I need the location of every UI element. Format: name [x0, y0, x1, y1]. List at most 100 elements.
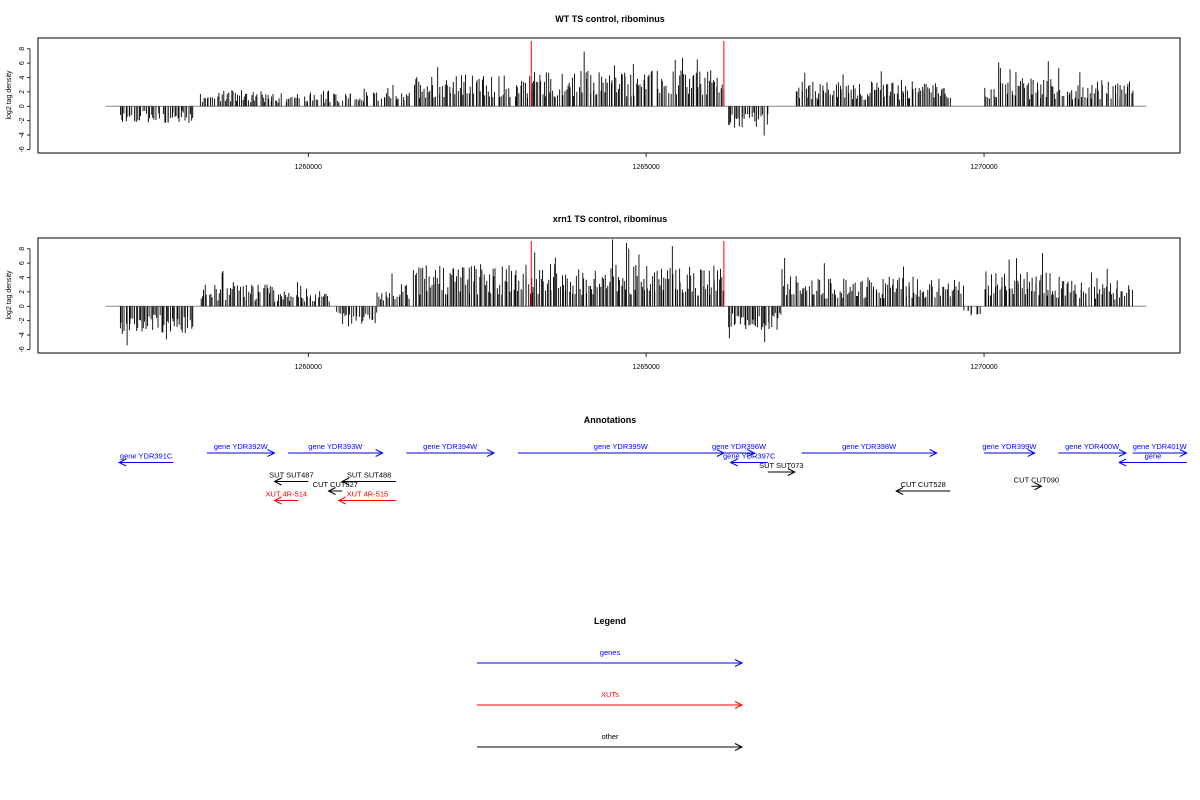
feature-label: gene YDR393W — [308, 442, 363, 451]
annotation-feature: gene YDR396W — [712, 442, 767, 457]
y-tick-label: 6 — [19, 261, 26, 265]
annotation-feature: SUT SUT488 — [340, 471, 397, 486]
feature-arrow-head — [929, 449, 938, 457]
legend-item: other — [477, 732, 744, 751]
feature-arrow-head — [337, 496, 346, 505]
y-tick-label: -2 — [19, 317, 26, 323]
x-tick-label: 1260000 — [295, 164, 322, 171]
feature-arrow-head — [117, 458, 127, 467]
y-tick-label: 0 — [19, 304, 26, 308]
y-tick-label: 6 — [19, 61, 26, 65]
feature-arrow-head — [273, 477, 282, 486]
feature-arrow-head — [340, 477, 350, 486]
legend-item: genes — [477, 648, 744, 667]
legend: Legend genes XUTs other — [477, 616, 744, 751]
annotation-feature: gene YDR391C — [117, 452, 174, 467]
annotation-feature: CUT CUT090 — [1014, 475, 1059, 491]
feature-arrow-head — [273, 496, 282, 505]
y-tick-label: 8 — [19, 247, 26, 251]
feature-label: gene YDR395W — [594, 442, 649, 451]
xrn1-x-axis: 1260000 1265000 1270000 — [295, 353, 998, 371]
xrn1-y-axis: -6 -4 -2 0 2 4 6 8 — [19, 247, 31, 353]
annotation-feature: CUT CUT527 — [313, 480, 358, 495]
annotation-feature: gene YDR394W — [406, 442, 496, 457]
feature-label: gene YDR394W — [423, 442, 478, 451]
feature-arrow-head — [375, 449, 384, 457]
feature-label: CUT CUT527 — [313, 480, 358, 489]
wt-marker-lines — [530, 41, 725, 107]
feature-label: gene YDR392W — [214, 442, 269, 451]
xrn1-density-panel: xrn1 TS control, ribominus log2 tag dens… — [6, 214, 1181, 371]
feature-label: gene YDR398W — [842, 442, 897, 451]
x-tick-label: 1270000 — [970, 364, 997, 371]
xrn1-density-bars — [105, 239, 1147, 346]
feature-arrow-head — [327, 487, 336, 495]
legend-title: Legend — [594, 616, 626, 626]
feature-arrow-head — [486, 449, 496, 457]
feature-label: SUT SUT073 — [759, 461, 803, 470]
x-tick-label: 1270000 — [970, 164, 997, 171]
annotations-panel: Annotations gene YDR391C gene YDR392W gene… — [117, 415, 1188, 505]
wt-panel-title: WT TS control, ribominus — [555, 14, 665, 24]
xrn1-y-axis-label: log2 tag density — [6, 270, 13, 320]
legend-items: genes XUTs other — [477, 648, 744, 751]
feature-label: CUT CUT528 — [901, 480, 946, 489]
annotation-feature: gene YDR401W — [1133, 442, 1188, 457]
xrn1-plot-frame — [37, 237, 1181, 354]
legend-item: XUTs — [477, 690, 744, 709]
x-tick-label: 1260000 — [295, 364, 322, 371]
y-tick-label: -4 — [19, 132, 26, 138]
feature-arrow-head — [1118, 449, 1128, 457]
feature-label: gene YDR397C — [723, 452, 776, 461]
feature-label: XUT 4R-514 — [266, 490, 308, 499]
xrn1-panel-title: xrn1 TS control, ribominus — [553, 214, 668, 224]
y-tick-label: 2 — [19, 290, 26, 294]
x-tick-label: 1265000 — [633, 164, 660, 171]
y-tick-label: -6 — [19, 146, 26, 152]
feature-label: SUT SUT488 — [347, 471, 391, 480]
annotations-title: Annotations — [584, 415, 637, 425]
wt-y-axis-label: log2 tag density — [6, 70, 13, 120]
feature-label: gene YDR391C — [120, 452, 173, 461]
y-tick-label: 4 — [19, 75, 26, 79]
annotation-feature: gene YDR397C — [723, 452, 776, 467]
feature-arrow-head — [895, 487, 904, 495]
annotation-feature: gene YDR399W — [982, 442, 1037, 457]
y-tick-label: 0 — [19, 104, 26, 108]
feature-arrow-head — [747, 449, 756, 457]
y-tick-label: 8 — [19, 47, 26, 51]
feature-arrow-head — [1179, 449, 1188, 457]
y-tick-label: -2 — [19, 117, 26, 123]
feature-label: gene YDR401W — [1133, 442, 1188, 451]
x-tick-label: 1265000 — [633, 364, 660, 371]
feature-arrow-head — [1118, 458, 1127, 467]
wt-density-bars — [105, 51, 1147, 136]
y-tick-label: 4 — [19, 275, 26, 279]
annotation-feature: SUT SUT487 — [269, 471, 314, 486]
feature-arrow-head — [1034, 482, 1043, 491]
feature-label: gene YDR399W — [982, 442, 1037, 451]
feature-label: SUT SUT487 — [269, 471, 313, 480]
wt-x-axis: 1260000 1265000 1270000 — [295, 153, 998, 171]
annotation-feature: gene YDR400W — [1058, 442, 1128, 457]
feature-label: XUT 4R-515 — [347, 490, 389, 499]
legend-label: genes — [600, 648, 621, 657]
feature-label: gene — [1145, 452, 1162, 461]
annotation-feature: gene YDR395W — [517, 442, 725, 457]
wt-plot-frame — [37, 37, 1181, 154]
y-tick-label: 2 — [19, 90, 26, 94]
annotation-feature: XUT 4R-514 — [266, 490, 308, 505]
annotation-feature: XUT 4R-515 — [337, 490, 397, 505]
xrn1-marker-lines — [530, 241, 725, 307]
wt-y-axis: -6 -4 -2 0 2 4 6 8 — [19, 47, 31, 153]
legend-label: other — [601, 732, 619, 741]
wt-density-panel: WT TS control, ribominus log2 tag densit… — [6, 14, 1181, 171]
feature-label: gene YDR396W — [712, 442, 767, 451]
feature-arrow-head — [267, 449, 276, 457]
y-tick-label: -6 — [19, 346, 26, 352]
annotation-feature: gene YDR398W — [801, 442, 938, 457]
annotation-feature: gene YDR393W — [288, 442, 384, 457]
legend-label: XUTs — [601, 690, 619, 699]
feature-label: CUT CUT090 — [1014, 475, 1059, 484]
